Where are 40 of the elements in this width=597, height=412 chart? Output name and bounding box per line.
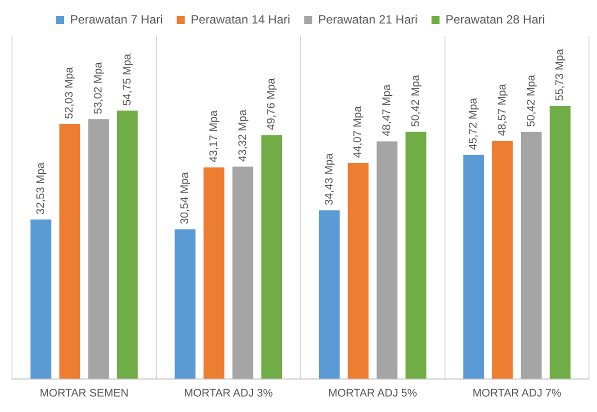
data-label: 50,42 Mpa [525, 74, 538, 127]
bar [88, 119, 109, 379]
x-tick-label: MORTAR ADJ 5% [328, 387, 418, 400]
bar [348, 162, 369, 379]
bar [376, 141, 398, 379]
bar [174, 229, 196, 379]
bar [204, 167, 224, 379]
data-label: 53,02 Mpa [92, 61, 105, 114]
data-label: 52,03 Mpa [64, 66, 76, 119]
x-tick-label: MORTAR SEMEN [40, 387, 129, 400]
data-label: 30,54 Mpa [179, 171, 192, 224]
data-label: 44,07 Mpa [352, 105, 364, 158]
data-label: 54,75 Mpa [121, 52, 134, 106]
legend-label: Perawatan 28 Hari [446, 12, 545, 26]
bar [117, 110, 138, 379]
data-label: 50,42 Mpa [410, 74, 422, 127]
data-label: 45,72 Mpa [468, 97, 480, 150]
bar [463, 154, 484, 379]
bar [261, 135, 282, 379]
x-tick-label: MORTAR ADJ 7% [472, 387, 562, 400]
legend-label: Perawatan 21 Hari [318, 12, 418, 26]
bar [492, 140, 513, 379]
data-label: 48,47 Mpa [381, 84, 394, 136]
x-tick-label: MORTAR ADJ 3% [184, 387, 274, 400]
data-label: 32,53 Mpa [34, 162, 47, 214]
legend-label: Perawatan 14 Hari [190, 12, 290, 26]
data-label: 43,32 Mpa [236, 108, 249, 162]
data-label: 48,57 Mpa [496, 83, 508, 136]
data-label: 55,73 Mpa [554, 48, 566, 101]
bar [59, 124, 80, 379]
data-label: 49,76 Mpa [266, 77, 278, 130]
bar [318, 210, 340, 379]
data-label: 34,43 Mpa [323, 152, 336, 206]
bar [520, 132, 542, 379]
bar [406, 132, 426, 379]
bar [232, 166, 254, 379]
bar [30, 219, 52, 379]
legend-label: Perawatan 7 Hari [70, 12, 163, 26]
data-label: 43,17 Mpa [208, 110, 220, 162]
bar [550, 106, 571, 379]
